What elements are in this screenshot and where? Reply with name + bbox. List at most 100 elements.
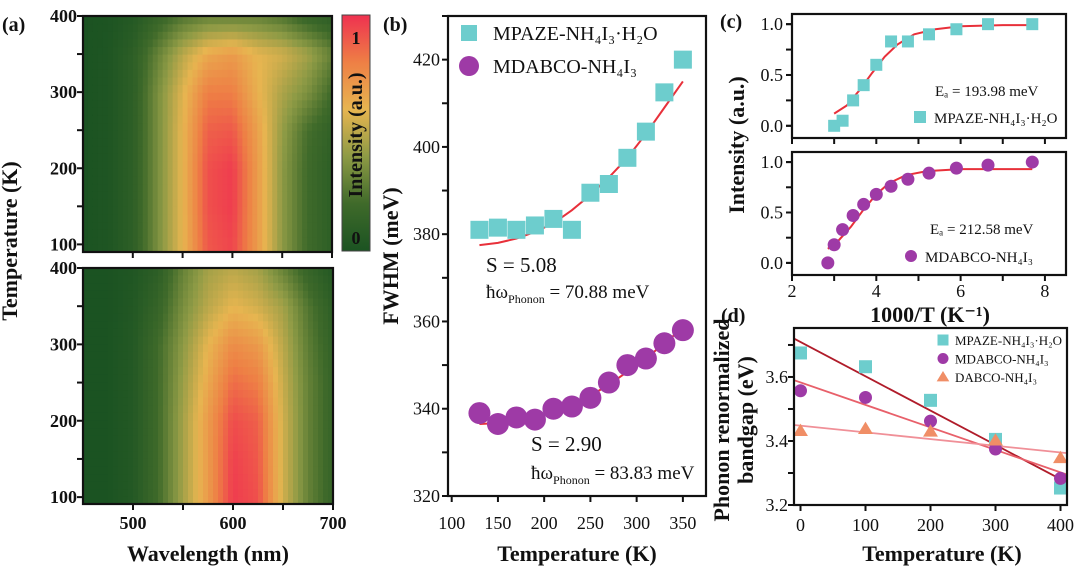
heatmap-cell — [233, 305, 239, 314]
heatmap-cell — [202, 213, 209, 223]
heatmap-cell — [88, 389, 94, 398]
heatmap-cell — [187, 23, 194, 32]
heatmap-cell — [298, 465, 304, 475]
heatmap-cell — [168, 473, 174, 482]
heatmap-cell — [173, 381, 179, 391]
heatmap-cell — [302, 198, 308, 207]
heatmap-cell — [173, 343, 179, 352]
heatmap-cell — [238, 442, 244, 452]
heatmap-cell — [122, 84, 129, 93]
heatmap-cell — [197, 130, 204, 139]
heatmap-cell — [97, 122, 104, 131]
heatmap-cell — [247, 221, 253, 230]
heatmap-cell — [237, 76, 243, 86]
heatmap-cell — [268, 389, 274, 398]
heatmap-cell — [193, 351, 199, 360]
heatmap-cell — [233, 320, 239, 329]
heatmap-cell — [272, 236, 278, 245]
heatmap-cell — [127, 130, 134, 139]
heatmap-cell — [313, 496, 319, 505]
heatmap-cell — [142, 107, 149, 116]
heatmap-cell — [202, 84, 209, 93]
heatmap-cell — [88, 320, 94, 329]
heatmap-cell — [237, 221, 243, 230]
heatmap-cell — [313, 488, 319, 497]
heatmap-cell — [168, 366, 174, 375]
data-point — [636, 122, 655, 141]
heatmap-cell — [312, 23, 318, 32]
heatmap-cell — [163, 473, 169, 482]
heatmap-cell — [163, 320, 169, 329]
heatmap-cell — [92, 213, 99, 223]
heatmap-cell — [162, 31, 169, 40]
heatmap-cell — [228, 458, 234, 467]
heatmap-cell — [193, 343, 199, 352]
heatmap-cell — [182, 107, 189, 116]
heatmap-cell — [108, 473, 114, 482]
heatmap-cell — [248, 274, 254, 284]
heatmap-cell — [202, 31, 209, 40]
heatmap-cell — [207, 107, 214, 116]
heatmap-cell — [262, 236, 268, 245]
heatmap-cell — [253, 435, 259, 444]
heatmap-cell — [93, 450, 99, 459]
heatmap-cell — [328, 328, 334, 337]
heatmap-cell — [268, 442, 274, 452]
heatmap-cell — [157, 175, 164, 185]
heatmap-cell — [113, 458, 119, 467]
heatmap-cell — [213, 290, 219, 299]
heatmap-cell — [92, 76, 99, 86]
heatmap-cell — [322, 168, 328, 177]
heatmap-cell — [112, 46, 119, 55]
heatmap-cell — [178, 381, 184, 391]
heatmap-cell — [257, 107, 263, 116]
heatmap-cell — [253, 412, 259, 421]
heatmap-cell — [103, 328, 109, 337]
heatmap-cell — [282, 61, 288, 70]
heatmap-cell — [182, 137, 189, 147]
heatmap-cell — [317, 130, 323, 139]
heatmap-cell — [238, 297, 244, 307]
heatmap-cell — [327, 191, 333, 200]
heatmap-cell — [103, 358, 109, 368]
heatmap-cell — [207, 213, 214, 223]
heatmap-cell — [313, 374, 319, 383]
heatmap-cell — [257, 61, 263, 70]
heatmap-cell — [253, 351, 259, 360]
heatmap-cell — [242, 107, 248, 116]
heatmap-cell — [152, 198, 159, 207]
heatmap-cell — [188, 465, 194, 475]
heatmap-cell — [93, 358, 99, 368]
heatmap-cell — [117, 46, 124, 55]
data-point — [923, 424, 938, 437]
heatmap-cell — [248, 305, 254, 314]
heatmap-cell — [163, 397, 169, 406]
heatmap-cell — [168, 442, 174, 452]
heatmap-cell — [202, 244, 209, 253]
heatmap-cell — [178, 442, 184, 452]
heatmap-cell — [123, 442, 129, 452]
heatmap-cell — [177, 99, 184, 108]
heatmap-cell — [178, 335, 184, 345]
heatmap-cell — [163, 458, 169, 467]
heatmap-cell — [268, 450, 274, 459]
heatmap-cell — [252, 198, 258, 207]
heatmap-cell — [268, 465, 274, 475]
heatmap-cell — [148, 313, 154, 322]
heatmap-cell — [93, 343, 99, 352]
heatmap-cell — [222, 23, 229, 32]
heatmap-cell — [242, 122, 248, 131]
heatmap-cell — [243, 343, 249, 352]
heatmap-cell — [178, 274, 184, 284]
data-point — [827, 238, 841, 252]
heatmap-cell — [158, 282, 164, 291]
heatmap-cell — [98, 450, 104, 459]
x-axis-label: Temperature (K) — [497, 541, 656, 566]
heatmap-cell — [277, 107, 283, 116]
heatmap-cell — [302, 84, 308, 93]
heatmap-cell — [87, 23, 94, 32]
heatmap-cell — [177, 61, 184, 70]
heatmap-cell — [218, 465, 224, 475]
heatmap-cell — [288, 374, 294, 383]
heatmap-cell — [307, 153, 313, 162]
